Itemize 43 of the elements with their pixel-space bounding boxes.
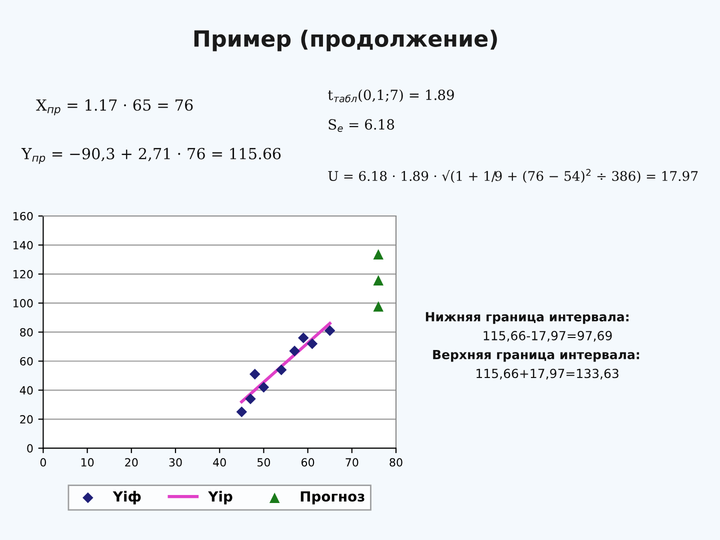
legend-label: Yiф: [112, 490, 141, 504]
legend-label: Прогноз: [300, 491, 364, 504]
x-tick-label: 50: [257, 458, 270, 467]
text: 115,66+17,97=133,63: [476, 368, 618, 380]
text: Y$_{пр}$ = −90,3 + 2,71 · 76 = 115.66: [21, 148, 281, 164]
point: [236, 406, 248, 418]
point: [258, 382, 270, 393]
x-tick-label: 10: [81, 458, 94, 467]
point: [298, 332, 309, 344]
point: [373, 275, 384, 286]
point: [250, 368, 260, 380]
point: [324, 325, 336, 336]
y-tick-label: 60: [20, 357, 33, 366]
point: [373, 301, 384, 312]
y-tick-label: 120: [13, 270, 33, 278]
x-tick-label: 60: [302, 458, 314, 467]
legend-label: Yip: [208, 490, 232, 504]
point: [306, 338, 318, 350]
text: U = 6.18 · 1.89 · √(1 + 1/9 + (76 − 54)$^{2}$ ÷ 386) = 17.97: [328, 168, 698, 183]
y-tick-label: 140: [13, 241, 33, 250]
text: X$_{пр}$ = 1.17 · 65 = 76: [36, 99, 193, 116]
y-tick-label: 160: [13, 212, 33, 220]
y-tick-label: 20: [20, 415, 33, 424]
y-tick-label: 0: [27, 444, 33, 453]
y-tick-label: 80: [20, 328, 33, 336]
text: Верхняя граница интервала:: [433, 350, 640, 362]
y-tick-label: 40: [20, 386, 33, 395]
text: Нижняя граница интервала:: [426, 312, 628, 324]
text: t$_{табл}$(0,1;7) = 1.89: [328, 89, 454, 102]
x-tick-label: 40: [213, 458, 226, 467]
x-tick-label: 80: [390, 458, 402, 467]
point: [245, 393, 256, 404]
chart-title: Пример (продолжение): [194, 30, 497, 52]
text: 115,66-17,97=97,69: [484, 330, 612, 342]
x-tick-label: 30: [169, 458, 182, 467]
x-tick-label: 20: [125, 458, 138, 467]
x-tick-label: 70: [346, 458, 358, 467]
point: [289, 346, 300, 356]
y-tick-label: 100: [13, 299, 33, 308]
point: [373, 249, 384, 260]
point: [276, 364, 287, 376]
x-tick-label: 0: [40, 458, 46, 467]
text: S$_{e}$ = 6.18: [328, 119, 394, 132]
